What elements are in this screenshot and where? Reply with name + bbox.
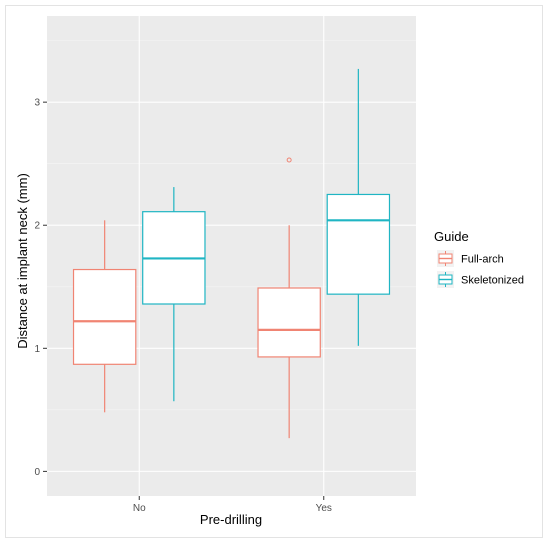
y-tick-label: 3 [34, 98, 40, 109]
y-tick-label: 0 [34, 467, 40, 478]
legend-label: Full-arch [461, 254, 504, 266]
legend-item-full-arch: Full-arch [437, 250, 504, 267]
y-tick-label: 2 [34, 221, 40, 232]
y-axis: 0 1 2 3 [34, 98, 47, 478]
box-skeletonized-no [142, 187, 206, 402]
outlier-point [286, 157, 292, 163]
legend-item-skeletonized: Skeletonized [437, 271, 524, 288]
legend-title: Guide [434, 229, 469, 244]
box-full-arch-no [72, 220, 137, 413]
box-full-arch-yes [257, 157, 321, 439]
box-skeletonized-yes [326, 68, 391, 346]
legend-label: Skeletonized [461, 275, 524, 287]
x-tick-label: Yes [316, 503, 332, 514]
boxes-layer [72, 68, 391, 439]
x-axis-title: Pre-drilling [200, 512, 262, 527]
x-tick-label: No [133, 503, 146, 514]
box-iqr [326, 193, 391, 295]
box-iqr [257, 287, 321, 358]
box-iqr [72, 268, 137, 365]
legend: Guide Full-arch Skeletonized [434, 229, 524, 288]
x-axis: No Yes [133, 496, 332, 514]
y-tick-label: 1 [34, 344, 40, 355]
y-axis-title: Distance at implant neck (mm) [15, 173, 30, 349]
